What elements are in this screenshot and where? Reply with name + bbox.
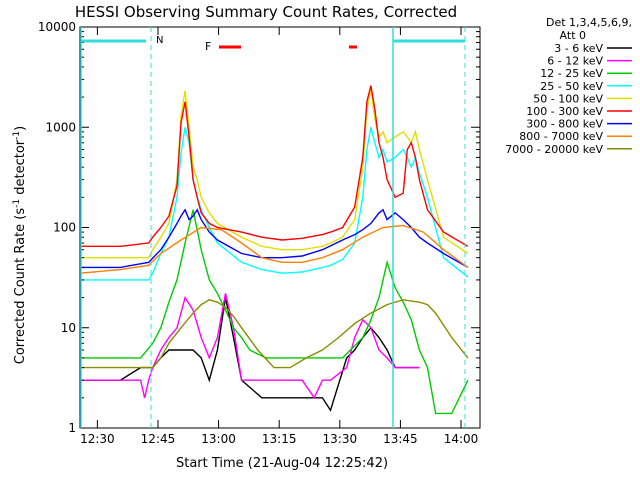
series-line-2: [80, 209, 469, 415]
legend-label-4: 50 - 100 keV: [533, 92, 603, 105]
legend-label-7: 800 - 7000 keV: [519, 130, 603, 143]
series-line-5: [80, 85, 469, 247]
series-line-7: [79, 224, 469, 274]
y-axis-label-mid: detector: [13, 139, 28, 199]
series-line-8: [80, 299, 469, 369]
series-line-0: [80, 297, 420, 412]
y-axis-label-sup2: -1: [12, 131, 22, 140]
saa-n-label: N: [156, 35, 163, 46]
chart-title: HESSI Observing Summary Count Rates, Cor…: [75, 3, 457, 21]
y-tick-label-3: 1000: [45, 120, 76, 134]
x-tick-label-3: 13:15: [262, 432, 297, 446]
legend-label-2: 12 - 25 keV: [540, 67, 603, 80]
series-line-6: [80, 208, 469, 269]
y-tick-label-1: 10: [61, 321, 76, 335]
series-line-3: [80, 127, 469, 281]
legend-header-line-2: Att 0: [560, 29, 586, 42]
y-tick-label-0: 1: [68, 421, 76, 435]
flare-f-label: F: [205, 40, 211, 53]
plot-area: 12:30 12:45 13:00 13:15 13:30 13:45 14:00 1 10 10…: [38, 20, 481, 446]
x-tick-label-2: 13:00: [201, 432, 236, 446]
x-tick-label-1: 12:45: [141, 432, 176, 446]
legend-label-8: 7000 - 20000 keV: [505, 143, 603, 156]
x-axis-label: Start Time (21-Aug-04 12:25:42): [176, 456, 388, 471]
y-tick-label-4: 10000: [38, 20, 76, 34]
y-axis-label-main: Corrected Count Rate (s: [13, 208, 28, 365]
series-line-4: [80, 88, 469, 259]
x-tick-label-4: 13:30: [323, 432, 358, 446]
x-tick-label-0: 12:30: [80, 432, 115, 446]
series-line-1: [80, 293, 420, 400]
y-axis-label-sup1: -1: [12, 199, 22, 208]
legend-label-1: 6 - 12 keV: [547, 55, 603, 68]
y-axis-label: Corrected Count Rate (s-1 detector-1): [12, 126, 28, 364]
y-tick-label-2: 100: [53, 221, 76, 235]
legend-header-line-1: Det 1,3,4,5,6,9,: [546, 16, 632, 29]
x-tick-label-6: 14:00: [444, 432, 479, 446]
legend-label-0: 3 - 6 keV: [554, 42, 603, 55]
legend-label-3: 25 - 50 keV: [540, 80, 603, 93]
legend-label-6: 300 - 800 keV: [526, 118, 603, 131]
x-tick-label-5: 13:45: [383, 432, 418, 446]
legend-label-5: 100 - 300 keV: [526, 105, 603, 118]
y-axis-label-end: ): [13, 126, 28, 131]
